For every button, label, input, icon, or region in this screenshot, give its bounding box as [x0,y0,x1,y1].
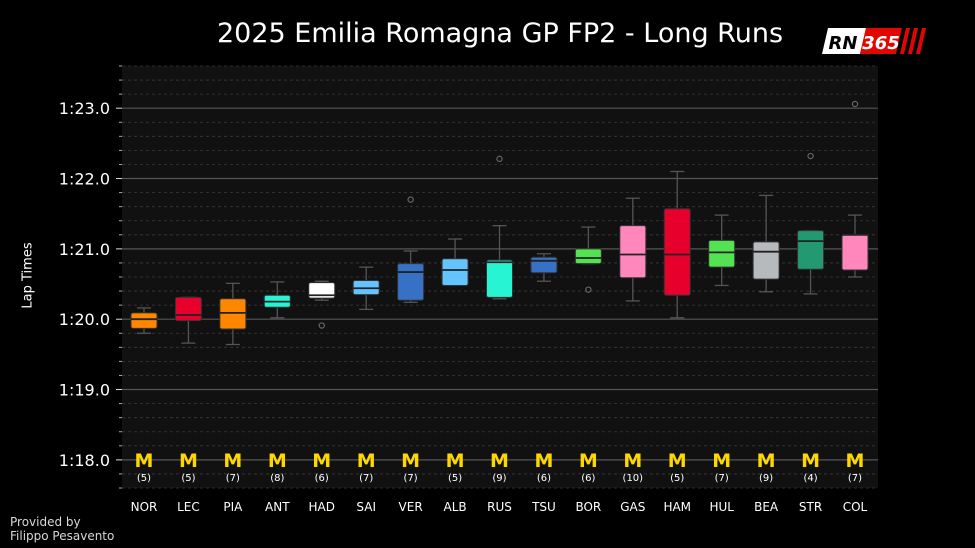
box-hul [708,239,736,268]
lap-count: (8) [270,473,284,484]
x-tick-label: HAM [663,500,691,514]
outlier-point [318,322,325,329]
medium-tyre-icon: M [135,450,154,472]
y-tick-label: 1:20.0 [59,310,110,329]
medium-tyre-icon: M [534,450,553,472]
box-col [841,234,869,271]
lap-count: (7) [404,473,418,484]
lap-count: (5) [670,473,684,484]
x-tick-label: RUS [487,500,512,514]
credit-text: Provided by Filippo Pesavento [10,515,114,543]
x-tick-label: COL [843,500,868,514]
box-rus [486,259,513,298]
y-tick-label: 1:23.0 [59,99,110,118]
x-tick-label: ANT [265,500,290,514]
medium-tyre-icon: M [357,450,376,472]
x-tick-label: LEC [177,500,200,514]
medium-tyre-icon: M [846,450,865,472]
y-tick-label: 1:21.0 [59,240,110,259]
x-tick-label: NOR [131,500,158,514]
rn365-logo: RN 365 [822,28,926,54]
medium-tyre-icon: M [801,450,820,472]
x-tick-label: HAD [309,500,335,514]
lap-count: (7) [226,473,240,484]
lap-count: (7) [848,473,862,484]
x-tick-label: STR [799,500,822,514]
outlier-point [807,152,814,160]
logo-text: RN [829,33,858,54]
x-tick-label: ALB [443,500,466,514]
box-had [308,282,336,299]
box-gas [619,225,647,279]
y-tick-label: 1:19.0 [59,381,110,400]
x-tick-label: SAI [356,500,376,514]
medium-tyre-icon: M [401,450,420,472]
lap-count: (5) [448,473,462,484]
lap-count: (9) [759,473,773,484]
medium-tyre-icon: M [490,450,509,472]
y-tick-label: 1:22.0 [59,170,110,189]
x-tick-label: VER [399,500,423,514]
lap-count: (6) [581,473,595,484]
lap-count: (7) [359,473,373,484]
lap-count: (5) [137,473,151,484]
x-tick-label: HUL [709,500,734,514]
credit-line-1: Provided by [10,515,81,529]
y-tick-label: 1:18.0 [59,451,110,470]
x-tick-label: GAS [620,500,645,514]
box-tsu [530,256,558,274]
box-ham [663,208,691,296]
box-ver [397,263,425,301]
box-bea [752,241,780,280]
box-alb [441,258,469,286]
medium-tyre-icon: M [446,450,465,472]
x-tick-label: BEA [754,500,779,514]
medium-tyre-icon: M [757,450,776,472]
medium-tyre-icon: M [579,450,598,472]
x-tick-label: PIA [223,500,243,514]
medium-tyre-icon: M [223,450,242,472]
box-str [797,230,825,270]
medium-tyre-icon: M [268,450,287,472]
lap-count: (7) [715,473,729,484]
lap-count: (6) [315,473,329,484]
box-bor [574,248,602,265]
box-pia [219,298,247,330]
box-lec [174,296,202,322]
lap-count: (6) [537,473,551,484]
medium-tyre-icon: M [668,450,687,472]
box-nor [130,312,158,329]
outlier-point [407,196,414,203]
x-tick-label: BOR [575,500,601,514]
medium-tyre-icon: M [179,450,198,472]
outlier-point [585,286,592,293]
medium-tyre-icon: M [712,450,731,472]
lap-count: (10) [623,473,644,484]
lap-count: (9) [492,473,506,484]
outlier-point [496,155,503,163]
lap-count: (4) [803,473,817,484]
outlier-point [851,100,859,108]
logo-number: 365 [862,33,900,54]
medium-tyre-icon: M [623,450,642,472]
x-tick-label: TSU [531,500,556,514]
credit-line-2: Filippo Pesavento [10,529,115,543]
lap-count: (5) [181,473,195,484]
medium-tyre-icon: M [312,450,331,472]
chart-title: 2025 Emilia Romagna GP FP2 - Long Runs [216,18,784,49]
